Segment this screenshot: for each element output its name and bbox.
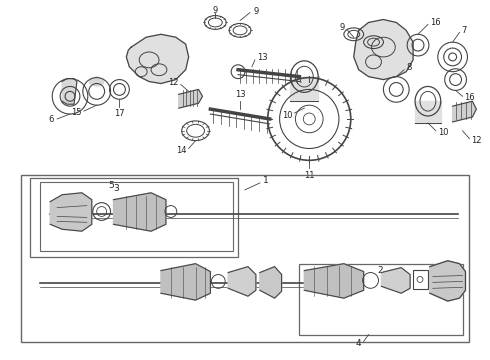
Text: 2: 2 xyxy=(378,266,383,275)
Polygon shape xyxy=(453,101,476,122)
Text: 1: 1 xyxy=(263,176,269,185)
Text: 16: 16 xyxy=(430,18,441,27)
Polygon shape xyxy=(90,77,103,86)
Text: 12: 12 xyxy=(168,78,179,87)
Bar xyxy=(30,178,238,257)
Polygon shape xyxy=(161,264,210,300)
Text: 3: 3 xyxy=(114,184,120,193)
Text: 9: 9 xyxy=(213,6,218,15)
Polygon shape xyxy=(260,267,282,298)
Polygon shape xyxy=(114,193,166,231)
Polygon shape xyxy=(354,19,413,80)
Text: 10: 10 xyxy=(282,111,293,120)
Text: 13: 13 xyxy=(257,53,268,62)
Text: 11: 11 xyxy=(304,171,315,180)
Polygon shape xyxy=(228,267,256,296)
Text: 13: 13 xyxy=(235,90,245,99)
Polygon shape xyxy=(179,89,202,108)
Text: 10: 10 xyxy=(438,128,448,137)
Text: 16: 16 xyxy=(465,93,475,102)
Text: 9: 9 xyxy=(254,7,259,16)
Text: 5: 5 xyxy=(109,181,114,190)
Polygon shape xyxy=(381,267,410,293)
Text: 14: 14 xyxy=(176,146,187,155)
Text: 7: 7 xyxy=(462,26,467,35)
Text: 9: 9 xyxy=(340,23,345,32)
Text: 4: 4 xyxy=(356,339,362,348)
Polygon shape xyxy=(430,261,466,301)
Bar xyxy=(40,182,233,251)
Text: 6: 6 xyxy=(49,116,54,125)
Text: 12: 12 xyxy=(471,136,482,145)
Bar xyxy=(21,175,469,342)
Bar xyxy=(299,264,463,334)
Polygon shape xyxy=(304,264,364,298)
Polygon shape xyxy=(291,77,318,101)
Bar xyxy=(413,270,428,289)
Text: 17: 17 xyxy=(114,109,125,118)
Polygon shape xyxy=(62,78,77,104)
Polygon shape xyxy=(126,34,189,84)
Polygon shape xyxy=(415,101,441,123)
Text: 8: 8 xyxy=(406,63,412,72)
Polygon shape xyxy=(50,193,92,231)
Text: 15: 15 xyxy=(72,108,82,117)
